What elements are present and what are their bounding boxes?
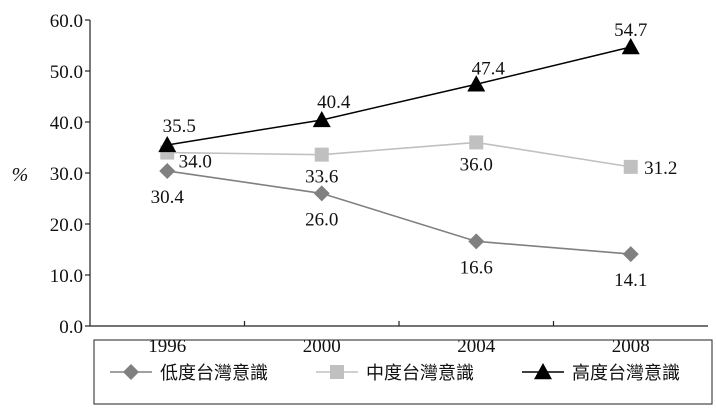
data-labels: 30.4 26.0 16.6 14.1 34.0 33.6 36.0 31.2 35.5 40.4… <box>151 20 678 291</box>
ticks: 0.0 10.0 20.0 30.0 40.0 50.0 60.0 1996 2000 2004 2… <box>50 11 650 357</box>
x-tick-label: 2008 <box>612 336 650 357</box>
data-label: 33.6 <box>305 167 338 188</box>
data-label: 30.4 <box>151 187 185 208</box>
legend-marker <box>330 365 344 379</box>
series-2-point <box>623 159 638 174</box>
y-tick-label: 40.0 <box>50 113 83 134</box>
x-tick-label: 2000 <box>303 336 341 357</box>
legend-box <box>93 339 713 405</box>
x-tick-label: 1996 <box>148 336 186 357</box>
data-label: 36.0 <box>460 154 493 175</box>
legend-marker <box>534 363 552 380</box>
y-tick-label: 50.0 <box>50 62 83 83</box>
y-tick-label: 30.0 <box>50 164 83 185</box>
series-3-point <box>312 110 331 128</box>
legend-marker <box>123 364 139 380</box>
data-label: 26.0 <box>305 209 338 230</box>
series-line-1 <box>167 170 631 255</box>
y-tick-label: 20.0 <box>50 215 83 236</box>
series-line-2 <box>167 141 631 168</box>
series-3-point <box>467 75 486 92</box>
series-3-point <box>621 38 640 55</box>
data-label: 54.7 <box>614 20 647 41</box>
series <box>158 38 640 263</box>
series-1-point <box>468 233 485 250</box>
data-label: 35.5 <box>163 116 196 137</box>
legend-label: 高度台灣意識 <box>572 363 680 383</box>
series-2-point <box>469 135 484 150</box>
y-axis-label: % <box>12 164 29 186</box>
data-label: 47.4 <box>472 58 506 79</box>
series-line-3 <box>167 46 631 146</box>
series-3-point <box>158 135 177 153</box>
data-label: 31.2 <box>644 158 677 179</box>
legend-label: 低度台灣意識 <box>160 363 268 383</box>
y-tick-label: 10.0 <box>50 266 83 287</box>
x-tick-label: 2004 <box>457 336 496 357</box>
series-1-point <box>159 162 176 179</box>
data-label: 34.0 <box>179 152 212 173</box>
data-label: 14.1 <box>614 270 647 291</box>
data-label: 16.6 <box>460 257 493 278</box>
series-1-point <box>622 246 639 263</box>
legend-label: 中度台灣意識 <box>366 363 474 383</box>
series-1-point <box>313 185 330 202</box>
data-label: 40.4 <box>317 92 351 113</box>
series-2-point <box>314 147 329 162</box>
legend: 低度台灣意識 中度台灣意識 高度台灣意識 <box>93 339 713 405</box>
y-tick-label: 0.0 <box>59 317 83 338</box>
y-tick-label: 60.0 <box>50 11 83 32</box>
